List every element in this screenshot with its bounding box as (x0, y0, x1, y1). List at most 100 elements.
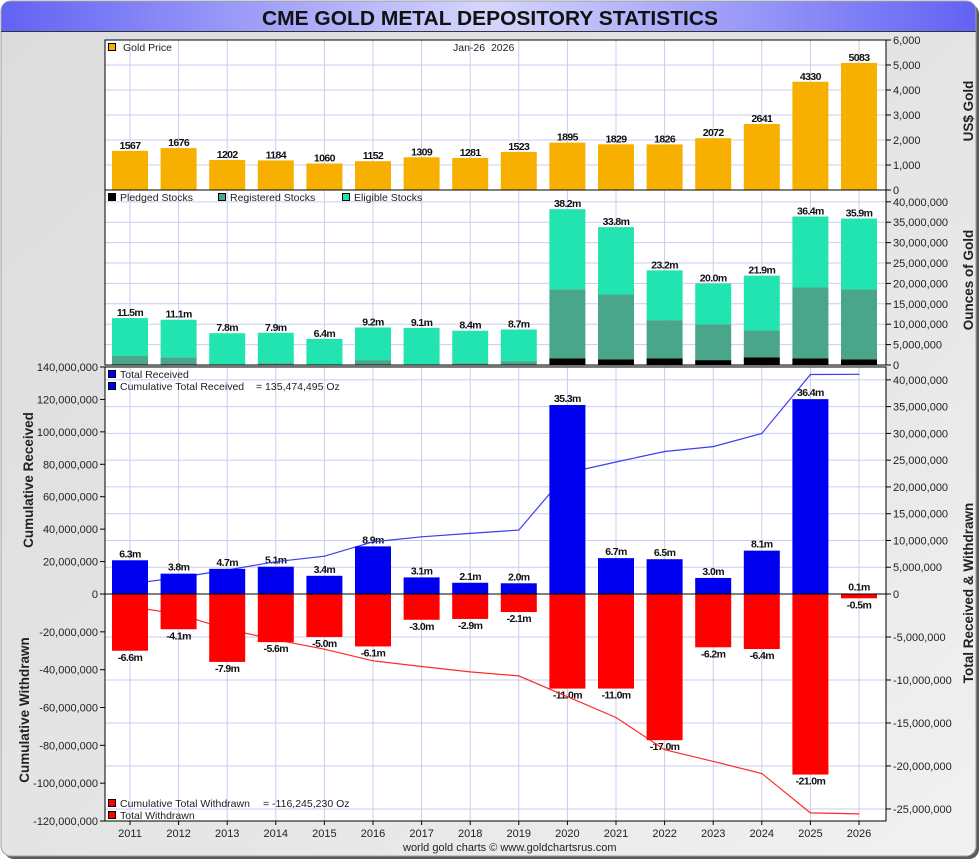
cumulative-received-point (421, 536, 423, 538)
cumulative-received-point (664, 450, 666, 453)
eligible-stocks-bar (257, 332, 294, 364)
chart-title: CME GOLD METAL DEPOSITORY STATISTICS (262, 8, 718, 30)
total-received-label: 2.0m (508, 571, 530, 583)
stocks-total-label: 11.5m (117, 307, 143, 319)
gold-price-label: 1184 (266, 149, 287, 161)
x-axis-year-label: 2013 (215, 828, 239, 840)
flows-right-axis-tick-label: 0 (893, 589, 899, 601)
total-withdrawn-bar (112, 594, 148, 651)
bars (112, 62, 877, 775)
x-axis-year-label: 2021 (604, 828, 628, 840)
total-withdrawn-bar (355, 594, 391, 647)
legend-cumulative-withdrawn-total: = -116,245,230 Oz (263, 798, 350, 810)
total-received-label: 4.7m (216, 557, 238, 569)
cumulative-withdrawn-line (129, 605, 860, 815)
total-withdrawn-label: -2.9m (458, 620, 483, 632)
total-received-bar (695, 577, 732, 594)
total-withdrawn-label: -3.0m (409, 621, 434, 633)
cumulative-lines (129, 373, 860, 815)
eligible-stocks-bar (112, 318, 148, 357)
axis-title-received-withdrawn: Total Received & Withdrawn (961, 503, 976, 683)
stocks-y-axis-tick-label: 5,000,000 (893, 340, 942, 352)
eligible-stocks-bar (792, 216, 829, 288)
total-withdrawn-label: -5.6m (264, 643, 289, 655)
registered-stocks-bar (452, 363, 489, 365)
stocks-total-label: 9.2m (362, 316, 384, 328)
legend-cumulative-received-total: = 135,474,495 Oz (256, 381, 340, 393)
cumulative-withdrawn-point (518, 675, 520, 677)
cumulative-received-point (809, 373, 812, 376)
total-received-label: 5.1m (265, 555, 287, 567)
stocks-y-axis-tick-label: 40,000,000 (893, 197, 948, 209)
x-axis-year-label: 2023 (701, 828, 725, 840)
total-received-label: 3.0m (702, 566, 724, 578)
stocks-total-label: 36.4m (797, 206, 824, 218)
registered-stocks-bar (112, 356, 148, 365)
cumulative-received-point (615, 461, 617, 463)
stocks-y-axis-tick-label: 30,000,000 (893, 238, 948, 250)
eligible-stocks-bar (306, 338, 343, 365)
stocks-y-axis-tick-label: 0 (893, 360, 899, 372)
flows-right-axis-tick-label: 5,000,000 (893, 562, 942, 574)
eligible-stocks-bar (355, 327, 391, 361)
gold-price-label: 1895 (557, 132, 579, 144)
stocks-total-label: 20.0m (700, 272, 727, 284)
eligible-stocks-bar (743, 275, 780, 331)
gold-price-bar (160, 148, 197, 190)
eligible-stocks-bar (841, 218, 877, 290)
legend-swatch-cumulative-received (108, 382, 116, 390)
total-received-label: 35.3m (554, 393, 581, 405)
axis-title-cumulative-received: Cumulative Received (21, 412, 36, 548)
legend-swatch-gold-price (108, 43, 116, 51)
total-received-label: 3.1m (411, 565, 433, 577)
gold-price-label: 2072 (703, 127, 725, 139)
cumulative-withdrawn-point (615, 716, 617, 719)
flows-right-axis-tick-label: 30,000,000 (893, 428, 948, 440)
cumulative-withdrawn-point (372, 660, 374, 662)
gold-price-label: 1202 (217, 149, 239, 161)
pledged-stocks-bar (841, 359, 877, 365)
flows-right-axis-tick-label: 40,000,000 (893, 375, 948, 387)
flows-right-axis-tick-label: 25,000,000 (893, 455, 948, 467)
total-withdrawn-label: -11.0m (601, 690, 630, 702)
x-axis-year-label: 2019 (507, 828, 531, 840)
legend-swatch-total-received (108, 370, 116, 378)
gold-y-axis-tick-label: 6,000 (893, 35, 921, 47)
cumulative-received-point (275, 561, 277, 563)
flows-right-axis-tick-label: 35,000,000 (893, 402, 948, 414)
x-axis-year-label: 2020 (555, 828, 579, 840)
legend-total-received: Total Received (120, 369, 189, 381)
total-received-bar (792, 399, 829, 594)
flows-right-axis-tick-label: -20,000,000 (893, 761, 952, 773)
stocks-y-axis-tick-label: 35,000,000 (893, 217, 948, 229)
total-received-bar (209, 568, 246, 594)
registered-stocks-bar (743, 330, 780, 358)
cumulative-withdrawn-point (566, 696, 569, 698)
gold-price-bar (792, 81, 829, 190)
gold-price-bar (743, 123, 780, 190)
gold-price-bar (355, 161, 391, 190)
total-received-bar (257, 566, 294, 594)
gold-price-bar (452, 157, 489, 190)
stocks-total-label: 33.8m (603, 216, 630, 228)
eligible-stocks-bar (695, 283, 732, 325)
flows-left-axis-tick-label: -20,000,000 (39, 627, 98, 639)
legend-eligible-stocks: Eligible Stocks (354, 192, 422, 204)
total-received-bar (500, 583, 537, 594)
stocks-total-label: 23.2m (651, 259, 678, 271)
date-label: Jan-26 2026 (453, 42, 514, 54)
stocks-total-label: 21.9m (748, 265, 775, 277)
x-axis-year-label: 2025 (798, 828, 822, 840)
cumulative-received-point (761, 432, 763, 435)
gold-price-bar (306, 163, 343, 190)
registered-stocks-bar (646, 320, 683, 359)
gold-price-bar (500, 151, 537, 190)
legend-gold-price: Gold Price (123, 42, 172, 54)
gold-price-bar (209, 159, 246, 190)
total-withdrawn-bar (598, 594, 634, 689)
stocks-y-axis-tick-label: 10,000,000 (893, 319, 948, 331)
cumulative-withdrawn-point (809, 812, 812, 814)
gridlines (105, 40, 886, 821)
total-withdrawn-bar (160, 594, 197, 630)
stocks-panel-frame (104, 189, 887, 366)
